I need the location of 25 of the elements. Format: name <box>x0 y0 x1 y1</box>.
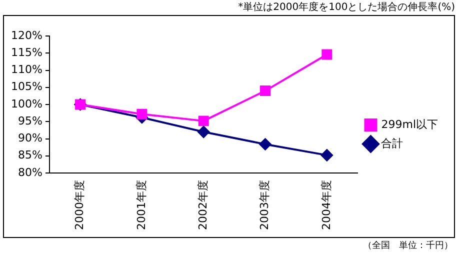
point <box>198 116 209 126</box>
y-tick-label: 115% <box>10 46 42 59</box>
y-tick-label: 120% <box>10 28 42 42</box>
y-tick-label: 110% <box>10 63 42 76</box>
text: （全国 単位：千円） <box>363 240 453 252</box>
x-tick-label: 2002年度 <box>196 180 210 230</box>
x-tick-label: 2001年度 <box>134 180 148 230</box>
y-tick-label: 85% <box>18 148 42 162</box>
y-tick-label: 80% <box>18 166 42 179</box>
point <box>136 108 148 120</box>
point <box>320 149 333 162</box>
y-tick-label: 90% <box>18 132 42 145</box>
legend-label: 299ml以下 <box>381 118 438 131</box>
x-tick-label: 2004年度 <box>320 180 333 230</box>
y-tick-label: 95% <box>18 114 42 128</box>
text: *単位は2000年度を100とした場合の伸長率(%) <box>238 0 455 14</box>
point <box>259 138 272 150</box>
point <box>260 86 270 96</box>
y-tick-label: 100% <box>10 97 42 110</box>
x-tick-label: 2003年度 <box>258 180 272 230</box>
point <box>198 126 210 138</box>
point <box>322 49 332 60</box>
x-tick-label: 2000年度 <box>73 180 86 230</box>
y-tick-label: 105% <box>10 80 42 94</box>
legend-label: 合計 <box>381 136 404 150</box>
